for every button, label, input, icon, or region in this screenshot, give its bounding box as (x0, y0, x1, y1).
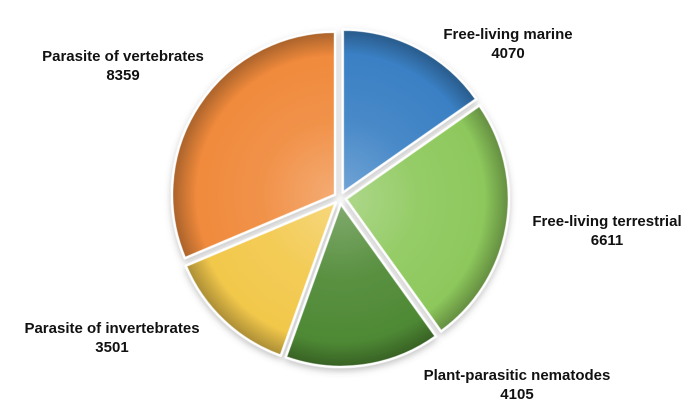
slice-label-text: Free-living marine (443, 26, 573, 43)
slice-label-parasite-of-invertebrates: Parasite of invertebrates 3501 (24, 319, 199, 357)
slice-label-parasite-of-vertebrates: Parasite of vertebrates 8359 (42, 47, 204, 85)
pie-slice-highlight (344, 103, 511, 333)
pie-slice-highlight (184, 200, 338, 358)
slice-label-free-living-marine: Free-living marine 4070 (443, 25, 572, 63)
slice-label-value: 3501 (95, 339, 129, 356)
pie-slice-highlight (341, 28, 478, 195)
slice-label-free-living-terrestrial: Free-living terrestrial 6611 (532, 212, 681, 250)
pie-slice-highlight (284, 202, 438, 369)
slice-label-text: Plant-parasitic nematodes (423, 367, 611, 384)
slice-label-text: Parasite of vertebrates (42, 48, 204, 65)
slice-label-plant-parasitic-nematodes: Plant-parasitic nematodes 4105 (424, 366, 611, 404)
pie-slice-highlight (170, 30, 337, 260)
slice-label-text: Free-living terrestrial (532, 213, 682, 230)
slice-label-value: 4070 (491, 45, 525, 62)
slice-label-text: Parasite of invertebrates (24, 320, 200, 337)
slice-label-value: 4105 (500, 386, 534, 403)
slice-label-value: 8359 (106, 67, 140, 84)
slice-label-value: 6611 (590, 232, 624, 249)
